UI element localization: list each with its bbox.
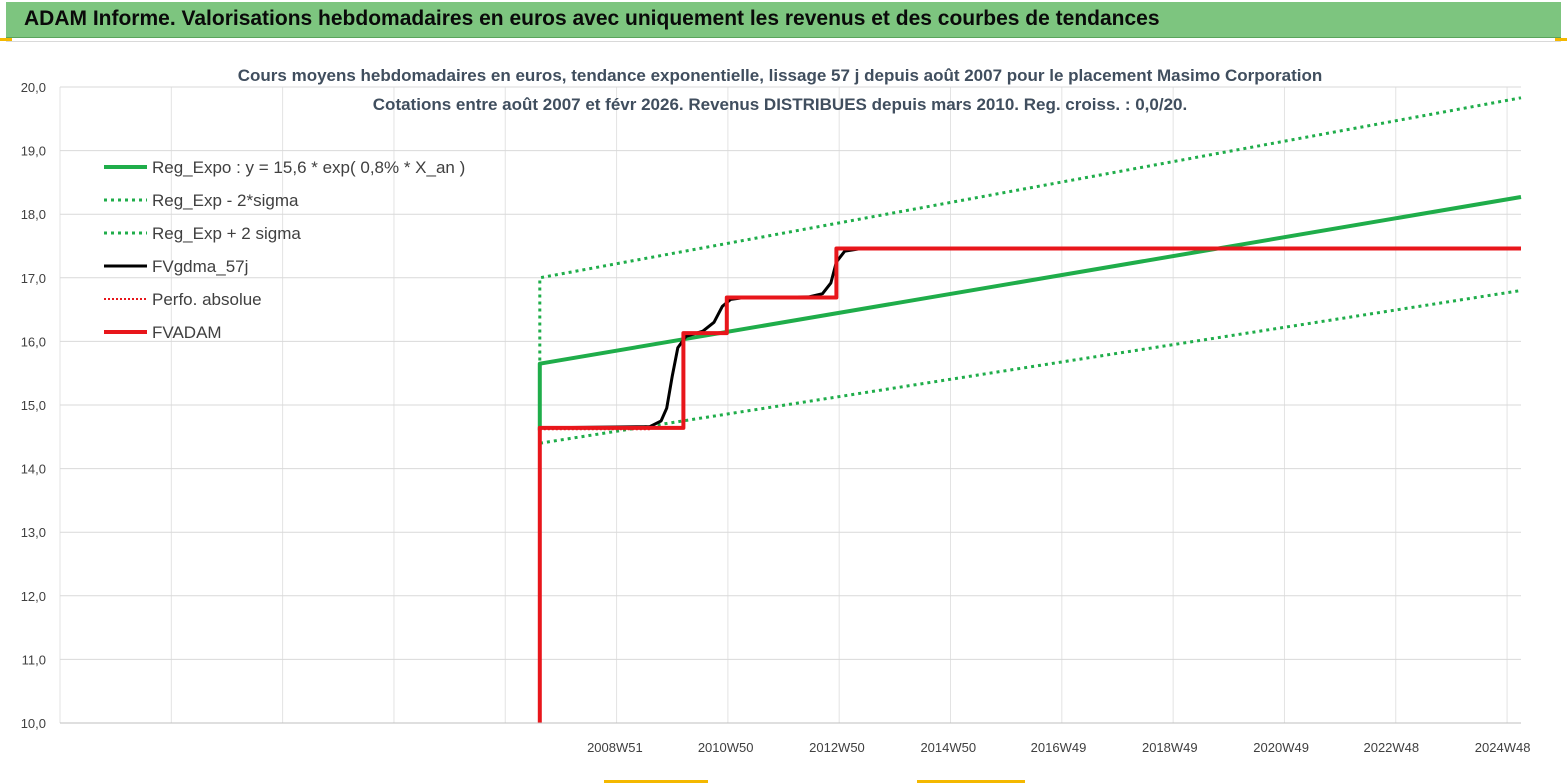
y-tick-label: 20,0 [21,80,46,95]
legend-label-6: FVADAM [152,323,222,342]
x-tick-label: 2008W51 [587,740,643,755]
legend-label-5: Perfo. absolue [152,290,262,309]
legend-label-1: Reg_Expo : y = 15,6 * exp( 0,8% * X_an ) [152,158,465,177]
x-tick-label: 2010W50 [698,740,754,755]
y-tick-label: 18,0 [21,207,46,222]
y-tick-label: 14,0 [21,462,46,477]
legend-label-2: Reg_Exp - 2*sigma [152,191,299,210]
x-tick-label: 2014W50 [920,740,976,755]
y-tick-label: 10,0 [21,716,46,731]
series-line-1 [537,195,1522,431]
x-tick-label: 2020W49 [1253,740,1309,755]
y-tick-label: 13,0 [21,525,46,540]
y-tick-label: 19,0 [21,144,46,159]
series-line-2 [538,289,1522,723]
legend-label-3: Reg_Exp + 2 sigma [152,224,301,243]
y-tick-label: 15,0 [21,398,46,413]
y-tick-label: 11,0 [22,652,46,667]
corner-marker-right [1555,38,1567,41]
axis-layer: 10,0 11,0 12,0 13,0 14,0 15,0 16,0 17,0 18,0 19,0… [21,80,1531,755]
series-line-6 [537,246,1521,723]
y-tick-label: 17,0 [21,271,46,286]
x-tick-label: 2016W49 [1031,740,1087,755]
corner-marker-left [0,38,12,41]
chart-title: Cours moyens hebdomadaires en euros, ten… [238,66,1323,85]
legend-label-4: FVgdma_57j [152,257,248,276]
chart-subtitle: Cotations entre août 2007 et févr 2026. … [373,95,1187,114]
x-tick-label: 2022W48 [1363,740,1419,755]
report-header: ADAM Informe. Valorisations hebdomadaire… [6,2,1561,38]
series-line-4 [538,247,1521,723]
series-layer [537,96,1522,723]
chart-svg: 10,0 11,0 12,0 13,0 14,0 15,0 16,0 17,0 18,0 19,0… [21,66,1531,755]
x-tick-label: 2024W48 [1475,740,1531,755]
x-tick-label: 2018W49 [1142,740,1198,755]
y-tick-label: 12,0 [21,589,46,604]
corner-marker-bottom-right [917,780,1025,783]
grid-layer [59,86,1521,724]
report-title: ADAM Informe. Valorisations hebdomadaire… [24,7,1160,30]
corner-marker-bottom-left [604,780,708,783]
y-tick-label: 16,0 [21,334,46,349]
chart-area: 10,0 11,0 12,0 13,0 14,0 15,0 16,0 17,0 18,0 19,0… [6,41,1561,781]
x-tick-label: 2012W50 [809,740,865,755]
chart-legend: Reg_Expo : y = 15,6 * exp( 0,8% * X_an )… [104,158,465,342]
series-line-3 [538,96,1522,361]
